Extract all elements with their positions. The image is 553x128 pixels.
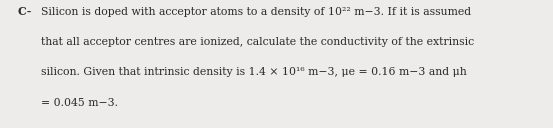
Text: silicon. Given that intrinsic density is 1.4 × 10¹⁶ m−3, μe = 0.16 m−3 and μh: silicon. Given that intrinsic density is… [41,67,467,77]
Text: that all acceptor centres are ionized, calculate the conductivity of the extrins: that all acceptor centres are ionized, c… [41,37,474,47]
Text: C-: C- [18,6,35,17]
Text: Silicon is doped with acceptor atoms to a density of 10²² m−3. If it is assumed: Silicon is doped with acceptor atoms to … [41,7,472,17]
Text: = 0.045 m−3.: = 0.045 m−3. [41,98,118,108]
